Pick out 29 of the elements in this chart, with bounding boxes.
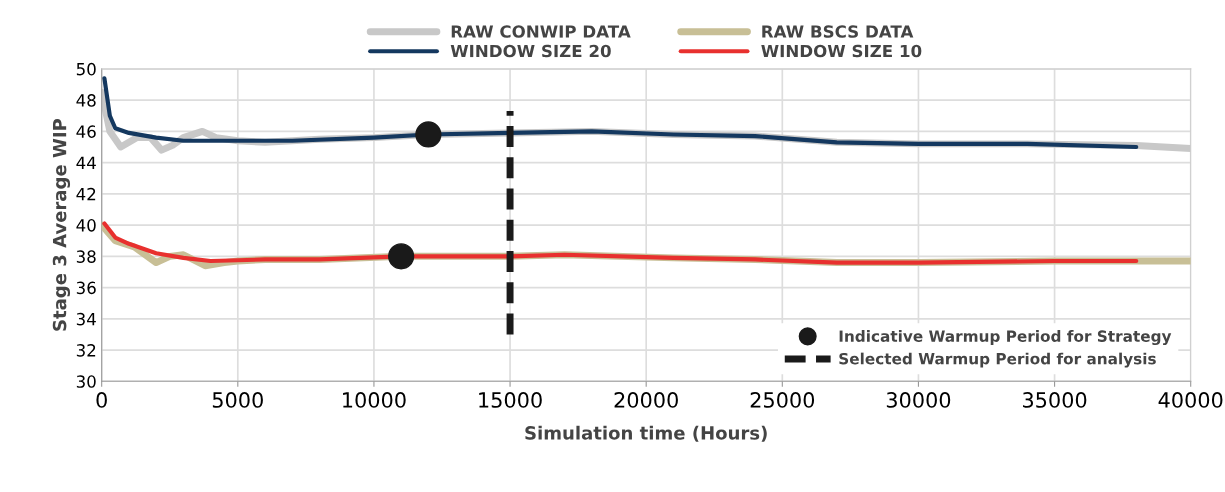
y-axis-title: Stage 3 Average WIP xyxy=(52,118,71,331)
y-tick-label: 50 xyxy=(76,62,96,76)
x-tick-label: 10000 xyxy=(343,392,406,408)
x-tick-label: 35000 xyxy=(1023,392,1087,408)
legend-label: Selected Warmup Period for analysis xyxy=(839,352,1156,368)
y-tick-label: 36 xyxy=(76,281,96,295)
y-tick-label: 48 xyxy=(76,94,96,107)
line-series xyxy=(102,76,1139,150)
legend-label: WINDOW SIZE 10 xyxy=(761,44,922,58)
x-tick-label: 5000 xyxy=(212,392,263,408)
y-tick-label: 42 xyxy=(76,187,96,201)
legend-label: Indicative Warmup Period for Strategy xyxy=(839,330,1172,346)
x-tick-label: 30000 xyxy=(886,392,951,408)
y-tick-label: 34 xyxy=(76,312,96,326)
legend-label: RAW BSCS DATA xyxy=(762,25,914,38)
y-tick-label: 30 xyxy=(76,375,96,388)
y-tick-label: 44 xyxy=(76,156,96,169)
legend-label: RAW CONWIP DATA xyxy=(451,25,631,38)
y-tick-label: 46 xyxy=(76,125,96,138)
y-tick-label: 32 xyxy=(76,344,96,357)
x-tick-label: 0 xyxy=(96,392,107,408)
x-tick-label: 15000 xyxy=(479,392,542,408)
legend-label: WINDOW SIZE 20 xyxy=(450,44,611,58)
y-tick-label: 38 xyxy=(76,250,96,263)
y-tick-label: 40 xyxy=(76,219,96,232)
x-tick-label: 20000 xyxy=(614,392,678,408)
x-axis-title: Simulation time (Hours) xyxy=(525,425,767,442)
x-tick-label: 40000 xyxy=(1158,392,1223,408)
x-tick-label: 25000 xyxy=(750,392,815,408)
